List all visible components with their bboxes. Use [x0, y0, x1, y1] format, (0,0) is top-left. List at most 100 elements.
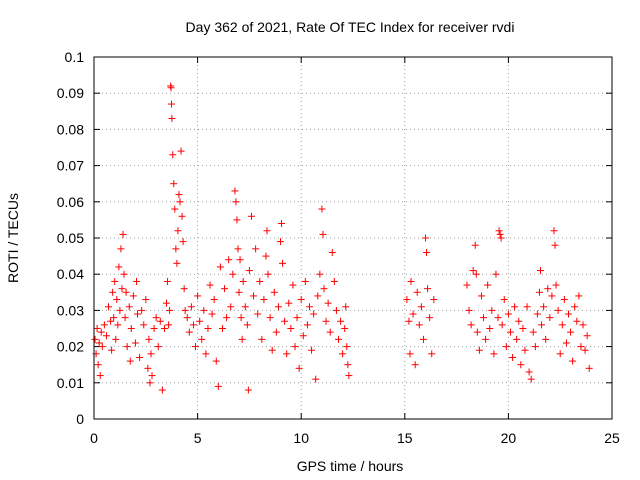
data-point — [93, 325, 101, 332]
data-point — [204, 325, 212, 332]
data-point — [560, 296, 568, 304]
data-point — [260, 296, 268, 304]
data-point — [234, 245, 242, 253]
data-point — [343, 343, 351, 351]
data-point — [189, 321, 197, 329]
y-tick-label: 0.02 — [57, 339, 84, 355]
data-point — [258, 335, 266, 343]
data-point — [206, 281, 214, 289]
data-point — [180, 285, 188, 293]
x-axis-label: GPS time / hours — [297, 458, 404, 474]
data-point — [181, 306, 189, 314]
data-point — [105, 303, 113, 311]
data-point — [122, 288, 130, 296]
data-point — [339, 350, 347, 358]
grid-lines — [94, 57, 612, 419]
data-point — [517, 361, 525, 369]
data-point — [577, 343, 585, 351]
data-point — [268, 346, 276, 354]
y-axis-label: ROTI / TECUs — [5, 193, 21, 283]
data-point — [424, 285, 432, 293]
data-point — [241, 303, 249, 311]
data-point — [415, 321, 423, 329]
data-point — [550, 227, 558, 235]
data-point — [183, 314, 191, 322]
data-point — [542, 335, 550, 343]
data-point — [426, 314, 434, 322]
data-point — [169, 151, 177, 159]
data-point — [221, 285, 229, 293]
data-point — [504, 310, 512, 318]
data-point — [96, 372, 104, 380]
data-point — [192, 343, 200, 351]
data-point — [245, 267, 253, 275]
data-point — [531, 343, 539, 351]
data-point — [419, 335, 427, 343]
data-point — [232, 198, 240, 206]
data-point — [129, 292, 137, 300]
data-point — [529, 328, 537, 336]
data-point — [406, 350, 414, 358]
data-point — [250, 292, 258, 300]
data-point — [110, 314, 118, 322]
data-point — [314, 292, 322, 300]
data-point — [126, 357, 134, 365]
data-point — [163, 299, 171, 307]
data-point — [167, 100, 175, 108]
data-point — [172, 245, 180, 253]
data-point — [579, 321, 587, 329]
data-point — [123, 343, 131, 351]
data-point — [97, 328, 105, 336]
data-point — [237, 314, 245, 322]
data-point — [583, 332, 591, 340]
data-point — [472, 270, 480, 278]
data-point — [498, 321, 506, 329]
data-point — [285, 299, 293, 307]
data-point — [208, 310, 216, 318]
data-point — [131, 339, 139, 347]
data-point — [344, 361, 352, 369]
data-point — [100, 321, 108, 329]
x-tick-label: 20 — [501, 430, 517, 446]
data-point — [214, 382, 222, 390]
data-point — [247, 212, 255, 220]
data-point — [146, 379, 154, 387]
data-point — [475, 346, 483, 354]
data-point — [165, 321, 173, 329]
data-point — [556, 350, 564, 358]
data-point — [218, 325, 226, 332]
y-tick-label: 0.08 — [57, 121, 84, 137]
data-point — [119, 230, 127, 238]
data-point — [175, 191, 183, 199]
data-point — [519, 325, 527, 332]
data-point — [168, 115, 176, 123]
data-point — [497, 234, 505, 242]
data-point — [484, 281, 492, 289]
data-point — [266, 314, 274, 322]
plot-frame — [93, 56, 613, 420]
data-point — [488, 306, 496, 314]
data-point — [326, 328, 334, 336]
data-point — [567, 328, 575, 336]
data-point — [546, 314, 554, 322]
data-point — [144, 364, 152, 372]
data-point — [202, 350, 210, 358]
data-point — [227, 303, 235, 311]
data-point — [102, 332, 110, 340]
data-point — [177, 147, 185, 155]
data-point — [562, 339, 570, 347]
data-point — [291, 343, 299, 351]
data-point — [263, 227, 271, 235]
data-point — [235, 288, 243, 296]
data-point — [551, 241, 559, 249]
data-point — [417, 303, 425, 311]
data-point — [200, 306, 208, 314]
data-point — [310, 310, 318, 318]
data-point — [115, 263, 123, 271]
data-point — [98, 343, 106, 351]
data-point — [465, 306, 473, 314]
data-point — [423, 248, 431, 256]
data-point — [243, 321, 251, 329]
data-point — [196, 317, 204, 325]
